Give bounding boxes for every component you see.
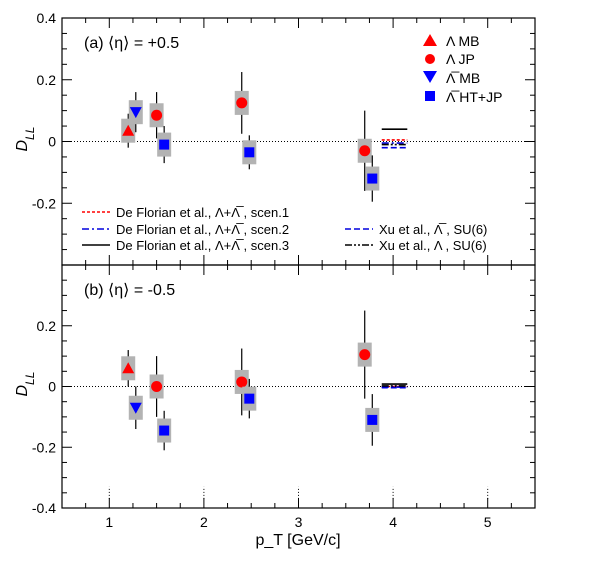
data-point-square <box>242 135 257 170</box>
y-tick-label: -0.2 <box>32 195 56 211</box>
panel-b: 0.2 0 -0.2 -0.4 (b) ⟨η⟩ = -0.5 DLL <box>14 264 536 516</box>
data-point-circle <box>149 356 164 417</box>
y-tick-label: 0.4 <box>37 10 57 26</box>
data-point-triangle-down <box>128 386 143 430</box>
legend-triangle-up-icon <box>423 34 437 46</box>
marker-triangle-down <box>129 402 142 414</box>
marker-triangle-up <box>122 124 135 136</box>
x-tick-label: 3 <box>295 514 303 530</box>
panel-label: (b) ⟨η⟩ = -0.5 <box>84 282 175 299</box>
marker-square <box>244 393 255 404</box>
y-tick-label: 0 <box>48 134 56 150</box>
x-tick-label: 4 <box>389 514 397 530</box>
marker-triangle-down <box>129 107 142 119</box>
data-point-circle <box>234 348 249 416</box>
marker-circle <box>359 145 371 157</box>
marker-circle <box>151 381 163 392</box>
marker-square <box>159 139 170 150</box>
marker-circle <box>236 376 248 388</box>
legend-model-scen2: De Florian et al., Λ+Λ̅ , scen.2 <box>116 222 289 237</box>
y-tick-label: 0.2 <box>37 72 57 88</box>
data-point-circle <box>234 72 249 134</box>
y-tick-label: -0.2 <box>32 439 56 455</box>
y-axis-label: DLL <box>14 372 37 397</box>
y-tick-label: -0.4 <box>32 500 56 516</box>
y-axis-label: DLL <box>14 127 37 152</box>
data-point-triangle-up <box>121 350 136 387</box>
legend-triangle-down-icon <box>423 71 437 83</box>
marker-circle <box>359 349 371 361</box>
model-legend: De Florian et al., Λ+Λ̅ , scen.1 De Flor… <box>82 205 487 253</box>
legend-circle-icon <box>425 54 435 64</box>
legend-lambda-jp: Λ JP <box>446 51 475 67</box>
y-tick-label: 0 <box>48 379 56 395</box>
legend-lambda-mb: Λ MB <box>446 33 479 49</box>
data-point-square <box>242 378 257 419</box>
legend-model-xu-lambdabar: Xu et al., Λ̅ , SU(6) <box>379 222 487 237</box>
panel-a: 0.4 0.2 0 -0.2 (a) ⟨η⟩ = +0.5 DLL <box>14 10 536 266</box>
data-point-circle <box>149 92 164 139</box>
legend-model-scen3: De Florian et al., Λ+Λ̅ , scen.3 <box>116 238 289 253</box>
x-tick-label: 2 <box>200 514 208 530</box>
marker-square <box>367 173 378 184</box>
marker-circle <box>236 97 248 109</box>
marker-triangle-up <box>122 362 135 374</box>
y-tick-label: 0.2 <box>37 318 57 334</box>
panel-label: (a) ⟨η⟩ = +0.5 <box>84 35 179 52</box>
x-tick-label: 5 <box>484 514 492 530</box>
legend-lambdabar-mb: Λ̅ MB <box>446 70 480 86</box>
marker-legend: Λ MB Λ JP Λ̅ MB Λ̅ HT+JP <box>423 33 502 105</box>
legend-model-scen1: De Florian et al., Λ+Λ̅ , scen.1 <box>116 205 289 220</box>
legend-model-xu-lambda: Xu et al., Λ , SU(6) <box>379 238 487 253</box>
data-point-square <box>365 394 380 446</box>
data-point-triangle-up <box>121 113 136 148</box>
data-point-circle <box>357 310 372 399</box>
data-point-square <box>365 155 380 202</box>
x-tick-label: 1 <box>105 514 113 530</box>
marker-square <box>159 425 170 436</box>
legend-lambdabar-htjp: Λ̅ HT+JP <box>446 89 502 105</box>
data-point-square <box>157 410 172 451</box>
x-axis-label: p_T [GeV/c] <box>255 532 340 549</box>
legend-square-icon <box>425 91 435 101</box>
data-point-circle <box>357 110 372 191</box>
marker-square <box>244 147 255 158</box>
data-point-triangle-down <box>128 92 143 133</box>
marker-square <box>367 414 378 425</box>
marker-circle <box>151 109 163 121</box>
data-point-square <box>157 126 172 164</box>
